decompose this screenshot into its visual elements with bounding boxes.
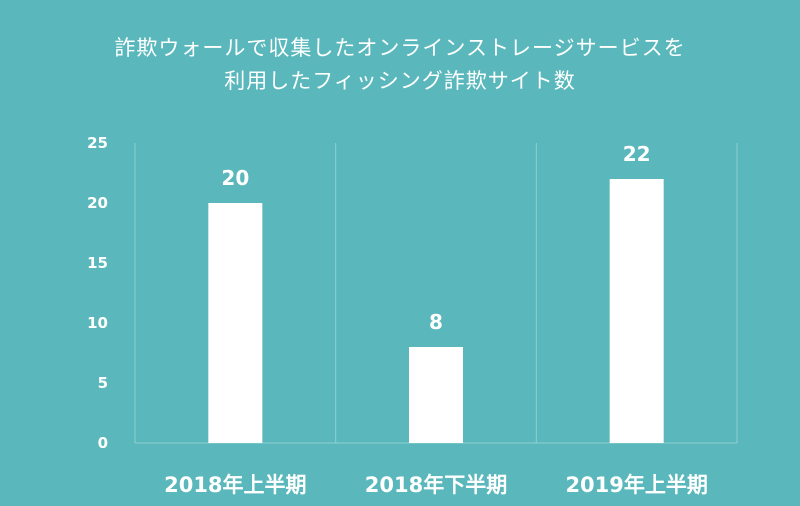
- data-label: 8: [429, 310, 443, 334]
- y-tick-label: 25: [87, 134, 108, 152]
- data-label: 20: [221, 166, 249, 190]
- y-tick-label: 20: [87, 194, 108, 212]
- chart-title-line-1: 詐欺ウォールで収集したオンラインストレージサービスを: [114, 36, 686, 60]
- bar-2: [409, 347, 463, 443]
- category-label: 2018年下半期: [365, 473, 507, 497]
- chart-title-line-2: 利用したフィッシング詐欺サイト数: [224, 69, 576, 93]
- category-label: 2019年上半期: [565, 473, 707, 497]
- y-tick-label: 15: [87, 254, 108, 272]
- y-tick-label: 10: [87, 314, 108, 332]
- category-label: 2018年上半期: [164, 473, 306, 497]
- data-label: 22: [623, 142, 651, 166]
- bar-3: [609, 179, 664, 443]
- bar-1: [208, 203, 263, 443]
- y-tick-label: 0: [98, 434, 108, 452]
- y-tick-label: 5: [98, 374, 108, 392]
